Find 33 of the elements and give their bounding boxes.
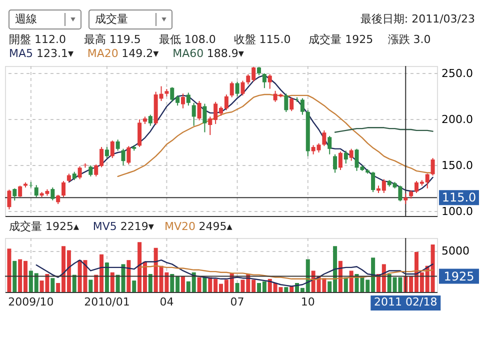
ref-line-label: 1925 [444,269,474,284]
x-tick-label: 2009/10 [8,296,54,308]
text: MA60 [172,47,204,60]
x-tick-label: 2011 02/18 [374,296,438,308]
x-tick-label: 04 [160,296,174,308]
text: 最低 108.0 [158,33,216,46]
text: 123.1▾ [36,47,74,60]
text: 成交量 1925 [308,33,374,46]
text: 最後日期: 2011/03/23 [360,12,475,26]
x-tick-label: 2010/01 [84,296,130,308]
text: 2495▴ [198,220,233,233]
x-tick-label: 10 [300,296,315,308]
ref-line-label: 115.0 [442,190,476,205]
text: 漲跌 3.0 [388,33,431,46]
text: 188.9▾ [206,47,244,60]
text: MV20 [164,220,196,233]
y-tick-label: 5000 [442,244,470,258]
text: MV5 [92,220,117,233]
text: 收盤 115.0 [234,33,291,46]
y-tick-label: 200.0 [442,112,473,126]
y-tick-label: 250.0 [442,66,473,80]
text: 成交量 1925▴ [9,220,80,233]
text: 149.2▾ [122,47,160,60]
text: 開盤 112.0 [9,33,66,46]
x-tick-label: 07 [230,296,244,308]
text: 週線 [15,12,37,26]
y-tick-label: 100.0 [442,204,473,218]
text: 成交量 [95,12,128,26]
text: 最高 119.5 [84,33,141,46]
y-tick-label: 150.0 [442,158,473,172]
text: 2219▾ [120,220,154,233]
text: MA20 [87,47,118,60]
text: MA5 [9,47,34,60]
